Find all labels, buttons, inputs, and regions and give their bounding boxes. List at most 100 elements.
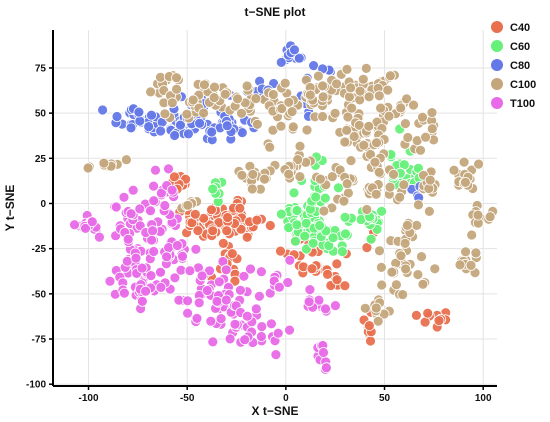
data-point (143, 121, 155, 132)
data-point (118, 191, 130, 203)
y-axis-label: Y t−SNE (3, 185, 17, 232)
data-point (470, 247, 482, 259)
data-point (375, 102, 387, 114)
data-point (198, 107, 210, 119)
data-point (300, 217, 312, 229)
data-point (145, 205, 156, 217)
data-point (329, 300, 341, 312)
data-point (294, 171, 306, 183)
legend-marker-c60 (491, 40, 503, 52)
data-point (215, 313, 227, 325)
data-point (193, 297, 205, 309)
data-point (145, 86, 157, 98)
data-point (190, 243, 202, 255)
data-point (363, 91, 375, 103)
data-point (250, 93, 262, 104)
data-point (125, 208, 137, 220)
data-point (398, 179, 410, 191)
data-point (204, 265, 215, 277)
data-point (255, 266, 267, 278)
data-point (293, 52, 305, 64)
y-tick-label: 25 (35, 154, 47, 165)
data-point (423, 205, 435, 217)
data-point (397, 289, 409, 301)
data-point (484, 211, 496, 223)
data-point (384, 70, 396, 82)
data-point (155, 281, 167, 293)
data-point (222, 212, 234, 223)
data-point (110, 201, 122, 213)
data-point (361, 204, 373, 215)
data-point (339, 280, 351, 292)
data-point (148, 246, 160, 257)
data-point (345, 155, 357, 167)
data-point (320, 303, 331, 315)
data-point (241, 80, 253, 92)
data-point (163, 242, 175, 254)
data-point (130, 252, 142, 264)
data-point (234, 284, 246, 296)
data-point (159, 108, 171, 120)
data-point (394, 191, 406, 203)
data-point (187, 94, 199, 106)
data-point (287, 121, 299, 133)
data-point (104, 275, 116, 287)
data-point (395, 102, 407, 114)
series-c100 (82, 63, 499, 327)
data-point (322, 268, 333, 280)
data-point (307, 237, 319, 249)
data-point (363, 120, 375, 132)
data-point (345, 82, 357, 94)
data-point (267, 89, 279, 100)
data-point (326, 171, 338, 183)
data-point (314, 173, 326, 185)
data-point (292, 154, 304, 166)
data-point (159, 200, 171, 211)
data-point (111, 111, 123, 122)
data-point (264, 220, 276, 231)
data-point (191, 312, 203, 324)
data-point (198, 79, 210, 91)
data-point (399, 118, 411, 129)
data-point (189, 208, 201, 220)
data-point (429, 263, 441, 275)
data-point (86, 216, 98, 228)
data-point (241, 310, 253, 322)
data-point (134, 115, 146, 127)
data-point (308, 60, 320, 71)
legend-label-c100: C100 (510, 79, 536, 91)
data-point (372, 315, 384, 327)
data-point (174, 119, 186, 131)
data-point (339, 228, 351, 240)
data-point (312, 70, 324, 82)
data-point (270, 349, 282, 361)
data-point (465, 259, 477, 271)
data-point (341, 64, 353, 75)
chart-title: t−SNE plot (244, 5, 305, 19)
data-point (318, 205, 330, 217)
data-point (201, 285, 213, 296)
y-tick-label: -50 (32, 289, 47, 300)
x-tick-label: 0 (283, 393, 289, 404)
data-point (140, 285, 152, 297)
data-point (376, 205, 388, 217)
y-tick-label: 0 (40, 199, 46, 210)
y-tick-label: -100 (26, 380, 46, 391)
data-point (97, 104, 108, 116)
legend-marker-t100 (491, 97, 503, 109)
data-point (365, 233, 377, 245)
data-point (236, 169, 248, 181)
data-point (161, 251, 173, 263)
data-point (371, 137, 382, 149)
data-point (146, 109, 157, 121)
data-point (245, 263, 256, 275)
data-point (259, 173, 270, 185)
data-point (194, 117, 206, 129)
data-point (275, 208, 287, 220)
data-point (369, 156, 381, 168)
data-point (320, 362, 332, 374)
data-point (411, 219, 423, 231)
data-point (286, 106, 298, 117)
x-tick-label: 50 (379, 393, 391, 404)
data-point (395, 250, 407, 262)
